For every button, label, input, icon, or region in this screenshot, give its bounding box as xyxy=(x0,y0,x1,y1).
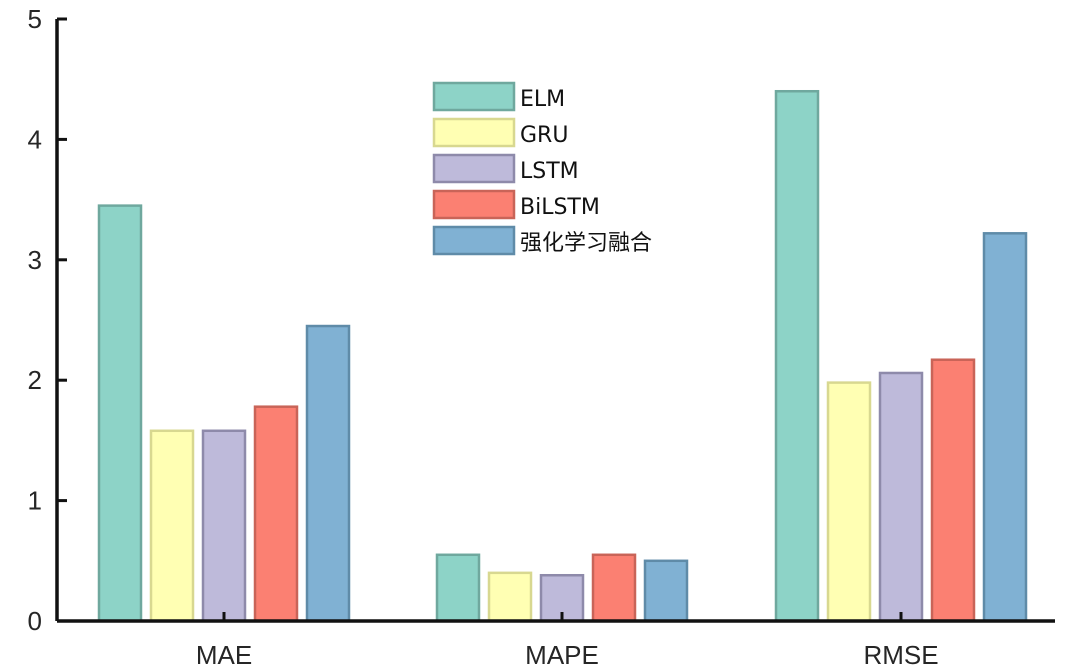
y-tick-label: 4 xyxy=(28,124,42,154)
bar-mape-3 xyxy=(591,553,637,623)
axes-layer: MAE MAPE RMSE 0 1 2 3 4 5 xyxy=(28,4,1055,670)
bar-rmse-2 xyxy=(878,371,924,623)
legend-label: ELM xyxy=(520,87,565,112)
bars-layer xyxy=(97,89,1028,623)
bar-mape-4 xyxy=(643,559,689,623)
y-tick-label: 5 xyxy=(28,4,42,34)
bar-mae-0 xyxy=(97,204,143,623)
legend-swatch xyxy=(432,225,516,256)
legend-label: 强化学习融合 xyxy=(520,231,652,256)
legend: ELM GRU LSTM BiLSTM 强化学习融合 xyxy=(432,81,652,256)
bar-mae-1 xyxy=(149,429,195,623)
bar-rmse-4 xyxy=(982,232,1028,623)
y-tick-label: 0 xyxy=(28,606,42,636)
bar-mae-3 xyxy=(253,405,299,623)
x-tick-label: MAPE xyxy=(525,640,599,670)
legend-label: GRU xyxy=(520,123,568,148)
bar-mape-0 xyxy=(435,553,481,623)
bar-mape-1 xyxy=(487,571,533,623)
bar-mae-4 xyxy=(305,324,351,623)
x-tick-label: RMSE xyxy=(863,640,938,670)
legend-swatch xyxy=(432,81,516,112)
legend-swatch xyxy=(432,189,516,220)
bar-mae-2 xyxy=(201,429,247,623)
y-tick-label: 1 xyxy=(28,486,42,516)
legend-swatch xyxy=(432,117,516,148)
x-tick-label: MAE xyxy=(196,640,252,670)
y-tick-label: 2 xyxy=(28,365,42,395)
legend-label: LSTM xyxy=(520,159,579,184)
legend-swatch xyxy=(432,153,516,184)
y-tick-label: 3 xyxy=(28,245,42,275)
bar-rmse-0 xyxy=(774,89,820,623)
legend-label: BiLSTM xyxy=(520,195,600,220)
bar-rmse-3 xyxy=(930,358,976,623)
bar-rmse-1 xyxy=(826,381,872,623)
